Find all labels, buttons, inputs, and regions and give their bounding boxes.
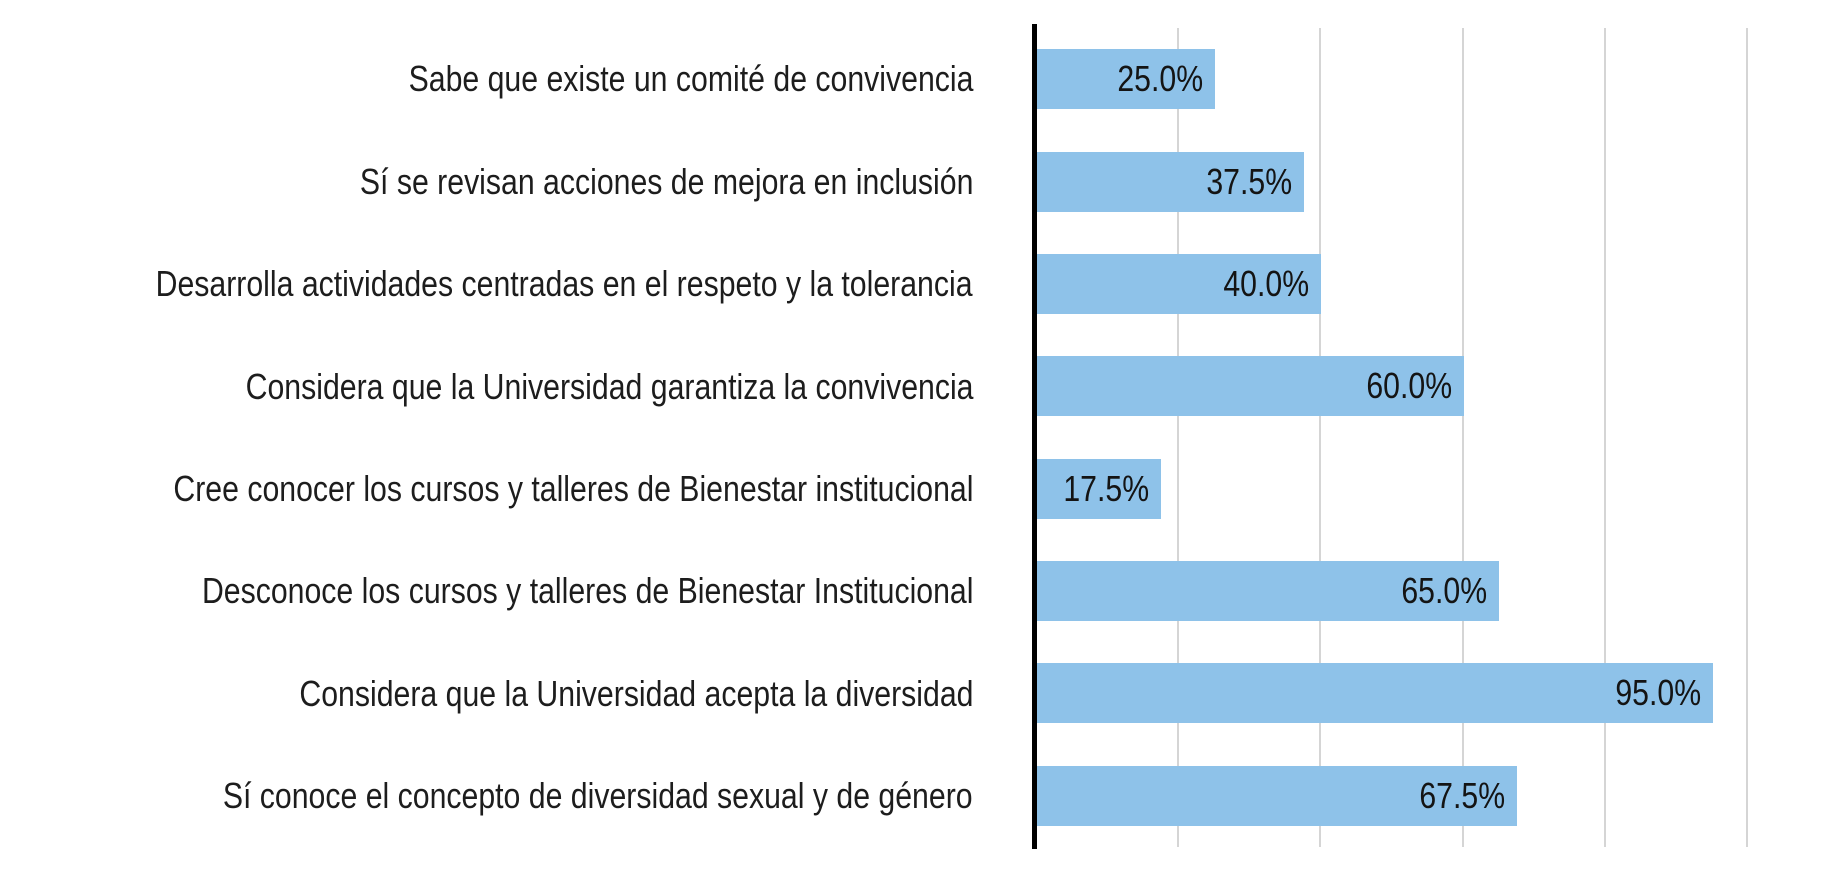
category-label: Considera que la Universidad garantiza l… xyxy=(0,335,1035,437)
bar-row: Considera que la Universidad acepta la d… xyxy=(0,642,1823,744)
bar: 95.0% xyxy=(1037,663,1713,724)
value-label: 25.0% xyxy=(1117,58,1203,100)
gridline-40pct xyxy=(1319,28,1322,847)
bar-row: Sí se revisan acciones de mejora en incl… xyxy=(0,130,1823,232)
value-label: 95.0% xyxy=(1614,672,1701,714)
gridline-80pct xyxy=(1603,28,1606,847)
bar: 60.0% xyxy=(1037,356,1464,417)
category-label-text: Cree conocer los cursos y talleres de Bi… xyxy=(172,467,973,509)
bar-track: 60.0% xyxy=(1035,335,1823,437)
bar-track: 65.0% xyxy=(1035,540,1823,642)
bar-track: 25.0% xyxy=(1035,28,1823,130)
category-label-text: Considera que la Universidad garantiza l… xyxy=(245,365,973,407)
category-label: Considera que la Universidad acepta la d… xyxy=(0,642,1035,744)
gridline-100pct xyxy=(1746,28,1749,847)
bar-track: 17.5% xyxy=(1035,438,1823,540)
bar-track: 95.0% xyxy=(1035,642,1823,744)
bar: 37.5% xyxy=(1037,151,1304,212)
value-label: 37.5% xyxy=(1205,160,1292,202)
bar: 17.5% xyxy=(1037,458,1162,519)
bar-row: Sí conoce el concepto de diversidad sexu… xyxy=(0,745,1823,847)
bar-track: 40.0% xyxy=(1035,233,1823,335)
bar: 40.0% xyxy=(1037,253,1322,314)
category-label: Sabe que existe un comité de convivencia xyxy=(0,28,1035,130)
category-label-text: Desconoce los cursos y talleres de Biene… xyxy=(201,570,973,612)
bar: 67.5% xyxy=(1037,765,1518,826)
bar-rows: Sabe que existe un comité de convivencia… xyxy=(0,28,1823,847)
bar-track: 37.5% xyxy=(1035,130,1823,232)
value-label: 40.0% xyxy=(1223,262,1310,304)
plot-area xyxy=(1035,28,1823,847)
category-label: Sí conoce el concepto de diversidad sexu… xyxy=(0,745,1035,847)
category-label-text: Sí se revisan acciones de mejora en incl… xyxy=(359,160,973,202)
gridline-20pct xyxy=(1177,28,1180,847)
bar-row: Sabe que existe un comité de convivencia… xyxy=(0,28,1823,130)
gridline-60pct xyxy=(1461,28,1464,847)
value-label: 60.0% xyxy=(1365,365,1452,407)
value-label: 67.5% xyxy=(1419,774,1506,816)
value-label: 65.0% xyxy=(1401,570,1488,612)
bar-row: Considera que la Universidad garantiza l… xyxy=(0,335,1823,437)
category-label: Desconoce los cursos y talleres de Biene… xyxy=(0,540,1035,642)
bar-row: Cree conocer los cursos y talleres de Bi… xyxy=(0,438,1823,540)
category-label-text: Desarrolla actividades centradas en el r… xyxy=(156,263,973,305)
bar-row: Desconoce los cursos y talleres de Biene… xyxy=(0,540,1823,642)
bar: 25.0% xyxy=(1037,49,1215,110)
bar-row: Desarrolla actividades centradas en el r… xyxy=(0,233,1823,335)
bar-track: 67.5% xyxy=(1035,745,1823,847)
y-axis-line xyxy=(1032,24,1037,849)
value-label: 17.5% xyxy=(1063,467,1150,509)
category-label-text: Sabe que existe un comité de convivencia xyxy=(408,58,973,100)
category-label: Cree conocer los cursos y talleres de Bi… xyxy=(0,438,1035,540)
category-label-text: Sí conoce el concepto de diversidad sexu… xyxy=(223,775,973,817)
category-label: Desarrolla actividades centradas en el r… xyxy=(0,233,1035,335)
bar: 65.0% xyxy=(1037,561,1500,622)
category-label-text: Considera que la Universidad acepta la d… xyxy=(298,672,973,714)
category-label: Sí se revisan acciones de mejora en incl… xyxy=(0,130,1035,232)
